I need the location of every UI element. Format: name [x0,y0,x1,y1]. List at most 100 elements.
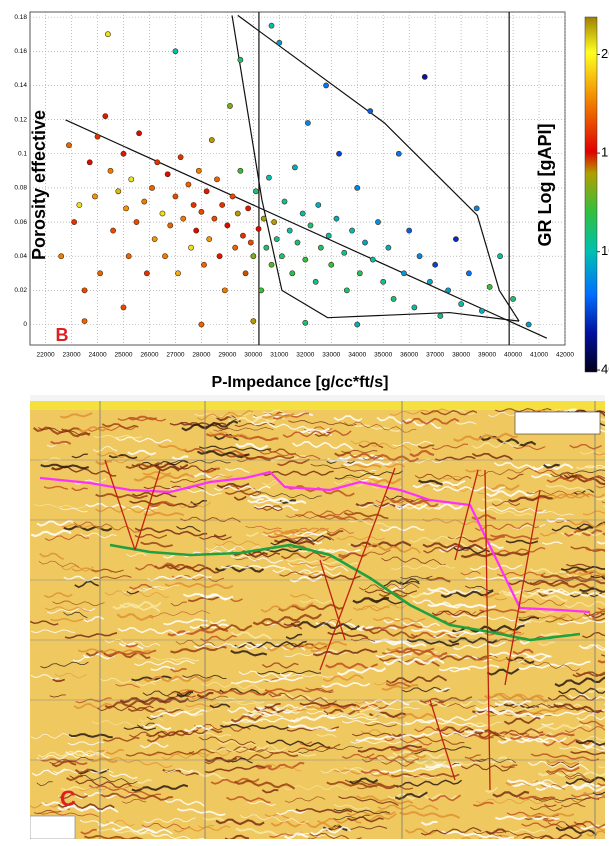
point [422,74,427,79]
plot-frame [30,12,565,345]
y-tick-label: 0.12 [14,116,27,123]
point [194,228,199,233]
point [295,240,300,245]
point [77,202,82,207]
point [433,262,438,267]
point [152,237,157,242]
point [349,228,354,233]
point [121,305,126,310]
x-tick-label: 36000 [400,352,418,359]
point [191,202,196,207]
point [227,103,232,108]
point [108,168,113,173]
point [401,271,406,276]
seismic-header [30,395,605,401]
y-tick-label: 0.1 [18,150,27,157]
x-tick-label: 39000 [478,352,496,359]
y-tick-label: 0.04 [14,253,27,260]
x-tick-label: 32000 [296,352,314,359]
point [279,254,284,259]
point [497,254,502,259]
x-tick-label: 28000 [192,352,210,359]
point [277,40,282,45]
y-tick-label: 0 [23,321,27,328]
colorbar-tick-label: 150 [601,145,609,160]
point [438,313,443,318]
x-tick-label: 34000 [348,352,366,359]
point [225,223,230,228]
point [274,237,279,242]
point [207,237,212,242]
seismic-corner-box [30,816,75,839]
point [466,271,471,276]
point [233,245,238,250]
point [72,219,77,224]
point [220,202,225,207]
point [87,160,92,165]
point [326,233,331,238]
point [396,151,401,156]
point [251,318,256,323]
point [264,245,269,250]
y-tick-label: 0.16 [14,48,27,55]
point [196,168,201,173]
x-tick-label: 33000 [322,352,340,359]
point [144,271,149,276]
colorbar-tick-label: 100 [601,243,609,258]
point [129,177,134,182]
point [272,219,277,224]
point [186,182,191,187]
point [160,211,165,216]
point [199,209,204,214]
point [417,254,422,259]
point [287,228,292,233]
point [269,262,274,267]
point [59,254,64,259]
point [168,223,173,228]
point [357,271,362,276]
point [204,189,209,194]
point [243,271,248,276]
point [173,194,178,199]
point [105,32,110,37]
x-axis-label: P-Impedance [g/cc*ft/s] [212,374,389,391]
point [459,301,464,306]
x-tick-label: 22000 [37,352,55,359]
point [300,211,305,216]
point [251,254,256,259]
point [230,194,235,199]
x-tick-label: 30000 [244,352,262,359]
point [427,279,432,284]
point [92,194,97,199]
point [334,216,339,221]
point [412,305,417,310]
y-tick-label: 0.06 [14,219,27,226]
point [355,322,360,327]
point [487,284,492,289]
seismic-legend-box [515,412,600,434]
x-tick-label: 25000 [114,352,132,359]
point [111,228,116,233]
point [474,206,479,211]
point [178,155,183,160]
point [246,206,251,211]
colorbar [585,17,597,372]
point [381,279,386,284]
x-tick-label: 29000 [218,352,236,359]
point [181,216,186,221]
point [510,296,515,301]
colorbar-label: GR Log [gAPI] [535,124,555,247]
y-tick-label: 0.08 [14,185,27,192]
point [329,262,334,267]
point [453,237,458,242]
y-axis-label: Porosity effective [29,110,49,260]
point [253,189,258,194]
point [209,137,214,142]
point [165,172,170,177]
point [199,322,204,327]
point [217,254,222,259]
colorbar-tick-label: 200 [601,46,609,61]
point [362,240,367,245]
point [318,245,323,250]
